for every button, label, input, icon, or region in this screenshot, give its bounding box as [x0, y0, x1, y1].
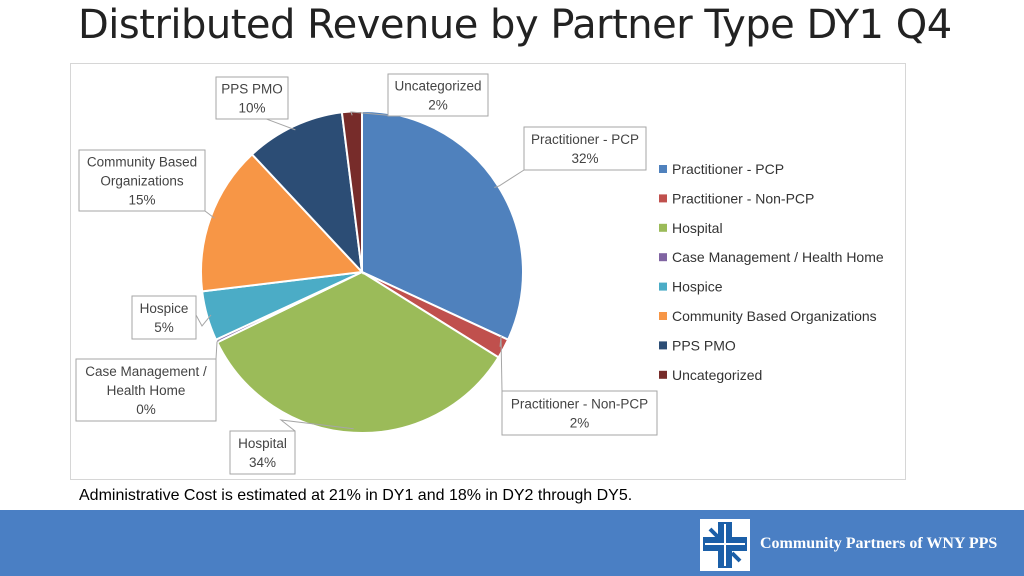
cross-logo-icon	[700, 519, 750, 571]
leader-line	[215, 338, 221, 360]
data-label-box	[523, 126, 647, 171]
legend-swatch	[659, 282, 667, 291]
data-label-value: 5%	[154, 320, 174, 335]
data-label-value: 15%	[128, 193, 155, 208]
data-label-value: 32%	[571, 151, 598, 166]
data-label-value: 2%	[428, 98, 448, 113]
pie-chart-frame: Practitioner - PCP 32% Practitioner - Non-…	[70, 63, 906, 480]
footnote: Administrative Cost is estimated at 21% …	[79, 487, 633, 504]
data-label-name: Case Management /	[85, 364, 207, 379]
data-labels: Practitioner - PCP 32% Practitioner - Non-…	[75, 73, 658, 475]
leader-line	[494, 169, 525, 188]
data-label-name: Practitioner - Non-PCP	[511, 397, 648, 412]
data-label-value: 2%	[570, 416, 590, 431]
legend-swatch	[659, 312, 667, 320]
data-label-name: Uncategorized	[394, 79, 481, 94]
data-label-value: 10%	[238, 101, 265, 116]
legend-swatch	[659, 223, 667, 232]
leader-line	[350, 111, 389, 116]
pie-slices	[200, 109, 524, 434]
page-title: Distributed Revenue by Partner Type DY1 …	[78, 2, 952, 48]
legend-swatch	[659, 370, 667, 379]
pie-slice	[200, 152, 365, 293]
data-label-name: Hospital	[238, 436, 287, 451]
pie-slice	[215, 270, 500, 434]
footer-brand-name: Community Partners of WNY PPS	[760, 535, 998, 552]
data-label-name: Community Based	[87, 155, 197, 170]
pie-chart: Practitioner - PCP 32% Practitioner - Non-…	[75, 73, 884, 475]
leader-line	[499, 335, 503, 392]
data-label-box	[75, 358, 217, 422]
data-label-name: Health Home	[107, 383, 186, 398]
data-label-value: 34%	[249, 455, 276, 470]
legend-entry: Practitioner - Non-PCP	[672, 190, 814, 206]
leader-line	[204, 210, 215, 219]
data-label-box	[229, 430, 296, 475]
leader-line	[279, 419, 354, 432]
legend-entry: Hospital	[672, 220, 723, 236]
pie-slice	[250, 111, 364, 275]
data-label-box	[501, 390, 658, 436]
legend-entry: Uncategorized	[672, 367, 762, 383]
data-label-box	[78, 149, 206, 212]
data-label-name: Practitioner - PCP	[531, 132, 639, 147]
legend-swatch	[659, 194, 667, 203]
legend-entry: Hospice	[672, 279, 723, 295]
data-label-name: PPS PMO	[221, 82, 283, 97]
legend-entry: Practitioner - PCP	[672, 161, 784, 177]
data-label-value: 0%	[136, 402, 156, 417]
legend-swatch	[659, 253, 667, 262]
leader-line	[195, 314, 212, 327]
pie-slice	[340, 109, 363, 273]
data-label-name: Hospice	[140, 301, 189, 316]
data-label-box	[387, 73, 489, 117]
legend-entry: Community Based Organizations	[672, 308, 877, 324]
legend-entry: PPS PMO	[672, 337, 736, 353]
data-label-box	[215, 76, 289, 120]
legend: Practitioner - PCP Practitioner - Non-PCP…	[659, 161, 884, 383]
data-label-box	[131, 295, 197, 340]
legend-entry: Case Management / Health Home	[672, 249, 884, 265]
legend-swatch	[659, 341, 667, 350]
footer-bar	[0, 510, 1024, 576]
data-label-name: Organizations	[100, 174, 184, 189]
legend-swatch	[659, 165, 667, 173]
